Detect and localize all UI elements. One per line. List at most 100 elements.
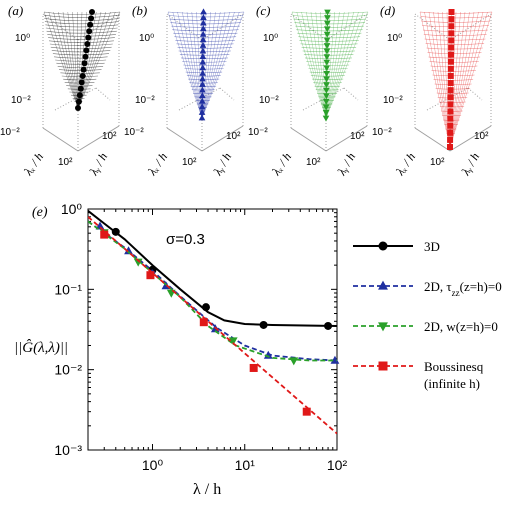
ridge-marker xyxy=(200,8,207,15)
y-axis-label: ||Ĝ(λ,λ)|| xyxy=(14,339,68,356)
ridge-marker xyxy=(198,108,206,115)
ridge-marker xyxy=(323,31,331,38)
surface-mesh-line xyxy=(63,78,97,81)
ridge-marker xyxy=(89,9,95,15)
ridge-marker xyxy=(322,98,330,105)
legend-label-3: Boussinesq xyxy=(424,359,484,374)
ridge-marker xyxy=(76,92,83,99)
surface-mesh-line xyxy=(64,82,95,84)
ridge-marker xyxy=(199,75,206,82)
surface-mesh-line xyxy=(428,56,481,59)
ridge-marker xyxy=(447,101,454,108)
surface-mesh-line xyxy=(191,11,203,119)
z-tick-label: 10⁻² xyxy=(124,127,144,138)
box-edge xyxy=(325,125,368,152)
surface-mesh-line xyxy=(61,75,99,78)
data-point-1 xyxy=(330,355,340,364)
surface-mesh-line xyxy=(43,11,121,15)
surface-mesh-line xyxy=(62,11,79,109)
ridge-marker xyxy=(199,80,206,87)
surface-mesh-line xyxy=(201,11,245,119)
legend-marker-3 xyxy=(378,361,388,371)
y-tick-label: 10⁰ xyxy=(61,201,83,217)
x-tick-label: 10² xyxy=(327,457,348,473)
box-edge xyxy=(219,87,235,101)
surface-mesh-line xyxy=(52,53,110,56)
surface-mesh-line xyxy=(449,11,488,148)
series-lines xyxy=(88,210,340,435)
surface-mesh-line xyxy=(58,11,79,109)
x-tick-label: 10¹ xyxy=(235,457,256,473)
surface-mesh-line xyxy=(310,11,327,119)
ridge-marker xyxy=(199,86,206,93)
ridge-marker xyxy=(323,48,331,55)
ridge-marker xyxy=(447,72,454,79)
ridge-marker xyxy=(78,79,85,86)
data-point-1 xyxy=(95,221,105,230)
z-tick-label: 10⁰ xyxy=(263,33,278,44)
ridge-marker xyxy=(200,13,207,20)
surface-mesh-line xyxy=(182,11,203,119)
surface-mesh-line xyxy=(421,20,491,23)
series-3 xyxy=(88,216,337,435)
surface-mesh-line xyxy=(53,11,79,109)
ridge-marker xyxy=(447,65,454,72)
ridge-marker xyxy=(322,104,330,111)
ridge-marker xyxy=(199,69,206,76)
ridge-marker xyxy=(448,16,455,23)
surface-mesh-line xyxy=(53,56,108,59)
surface-mesh-line xyxy=(72,11,79,109)
surface-mesh-line xyxy=(46,30,117,34)
surface-mesh-line xyxy=(55,59,107,62)
surface-mesh-line xyxy=(77,11,88,109)
y-axis-label: λᵧ / h xyxy=(210,150,234,178)
surface-mesh-line xyxy=(77,11,116,109)
data-point-3 xyxy=(146,271,155,280)
ridge-marker xyxy=(199,47,207,54)
surface-mesh-line xyxy=(66,85,93,87)
surface-mesh-line xyxy=(325,11,364,119)
x-tick-label: 10² xyxy=(430,157,445,168)
box-edge xyxy=(449,125,492,152)
surface-mesh-line xyxy=(325,11,345,119)
ridge-marker xyxy=(86,28,93,35)
ridge-marker xyxy=(87,21,94,28)
ridge-marker xyxy=(199,92,206,99)
surface-mesh-line xyxy=(325,11,350,119)
ridge-marker xyxy=(448,37,455,44)
surface-mesh-line xyxy=(306,11,327,119)
surface-panel-1: (b) 10⁰ 10⁻² 10⁻² 10² 10² λₓ / h λᵧ / h xyxy=(124,3,245,179)
surface-mesh-line xyxy=(51,50,111,53)
ridge-marker xyxy=(199,30,207,37)
surface-mesh-line xyxy=(201,11,221,119)
data-point-0 xyxy=(111,227,120,236)
surface-panel-3: (d) 10⁰ 10⁻² 10⁻² 10² 10² λₓ / h λᵧ / h xyxy=(372,3,493,179)
surface-mesh-line xyxy=(449,11,470,148)
ridge-marker xyxy=(448,44,455,51)
axis-ticks: 10⁰ 10¹ 10² 10⁻³ 10⁻² 10⁻¹ 10⁰ xyxy=(54,201,347,473)
ridge-marker xyxy=(80,66,87,73)
box-edge xyxy=(95,87,111,101)
ridge-marker xyxy=(198,97,206,104)
surface-mesh-line xyxy=(325,11,359,119)
z-tick-label: 10⁻² xyxy=(11,95,31,106)
box-edge xyxy=(166,127,203,152)
surface-mesh-line xyxy=(293,18,367,21)
surface-mesh-line xyxy=(167,11,203,119)
legend-label-1: 2D, τzz(z=h)=0 xyxy=(424,279,502,298)
surface-mesh-line xyxy=(56,62,105,65)
z-tick-label: 10⁻² xyxy=(248,127,268,138)
y-axis-label: λᵧ / h xyxy=(458,150,482,178)
data-point-1 xyxy=(263,350,273,359)
ridge-marker xyxy=(323,93,330,100)
ridge-marker xyxy=(81,60,88,67)
surface-mesh-line xyxy=(424,11,451,148)
ridge-marker xyxy=(323,43,331,50)
surface-mesh-line xyxy=(44,18,120,22)
surface-mesh-line xyxy=(48,37,115,40)
data-point-1 xyxy=(124,246,133,255)
ridge-marker xyxy=(447,136,454,143)
surface-mesh-line xyxy=(291,11,327,119)
surface-mesh-line xyxy=(58,69,102,71)
box-edge xyxy=(467,87,483,101)
